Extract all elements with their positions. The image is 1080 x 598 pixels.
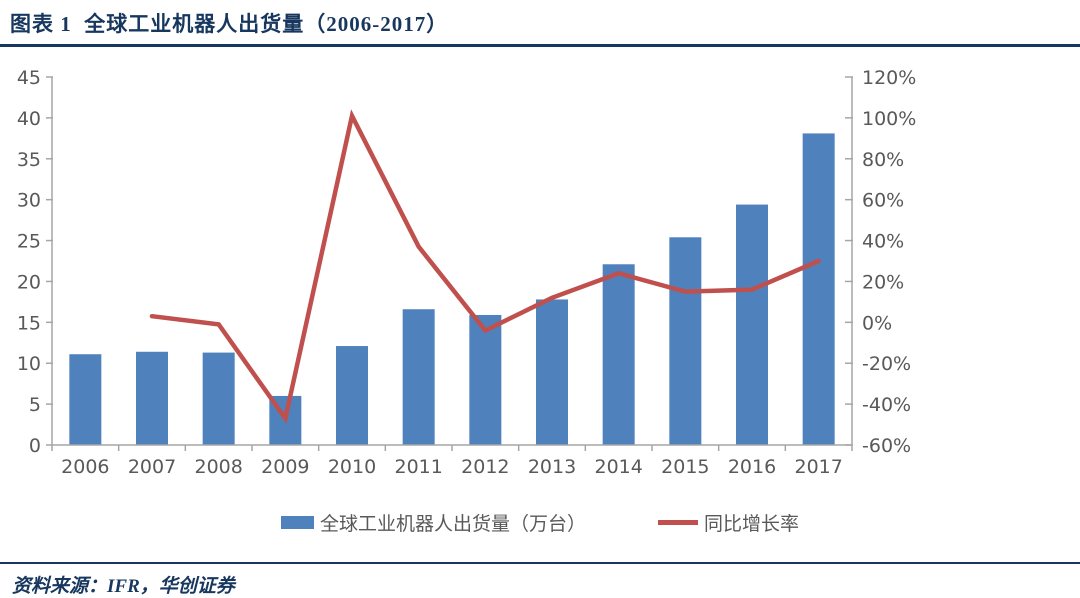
x-axis-label: 2012	[461, 456, 509, 478]
left-axis-label: 0	[29, 435, 41, 457]
bar-2012	[469, 314, 502, 445]
right-axis-label: 60%	[862, 190, 904, 212]
bar-2006	[69, 354, 102, 445]
legend-label-shipments: 全球工业机器人出货量（万台）	[319, 513, 586, 535]
chart-legend: 全球工业机器人出货量（万台） 同比增长率	[0, 508, 1080, 536]
x-axis-label: 2013	[528, 456, 576, 478]
left-axis-label: 25	[17, 231, 41, 253]
right-axis-label: 120%	[862, 67, 916, 89]
right-axis-label: -60%	[862, 435, 911, 457]
bar-2007	[136, 351, 168, 445]
left-axis-label: 5	[29, 394, 41, 416]
footer-rule	[0, 562, 1080, 564]
x-axis-label: 2009	[261, 456, 309, 478]
right-axis-label: 20%	[862, 271, 904, 293]
left-axis-label: 10	[17, 353, 41, 375]
right-axis-label: -20%	[862, 353, 911, 375]
left-axis-label: 40	[17, 108, 41, 130]
growth-rate-line	[149, 109, 821, 424]
figure-footer: 资料来源：IFR，华创证券	[0, 562, 1080, 598]
right-axis-label: 0%	[862, 312, 892, 334]
source-note: 资料来源：IFR，华创证券	[12, 576, 235, 597]
bar-series-swatch	[280, 515, 314, 529]
right-axis-label: -40%	[862, 394, 911, 416]
right-axis-label: 100%	[862, 108, 916, 130]
line-series-swatch	[658, 519, 698, 525]
legend-item-growth: 同比增长率	[658, 509, 799, 536]
chart-area: 0 5 10 15 20 25 30 35 40 45 -60% -40% -20% 0% 20% 40% 60…	[0, 51, 1080, 536]
legend-label-growth: 同比增长率	[704, 513, 800, 535]
left-axis-label: 15	[17, 312, 41, 334]
left-axis-label: 30	[17, 190, 41, 212]
left-axis-label: 45	[17, 67, 41, 89]
bar-2013	[536, 299, 568, 445]
x-axis-label: 2014	[594, 456, 642, 478]
x-axis-label: 2015	[661, 456, 709, 478]
x-axis-label: 2008	[194, 456, 242, 478]
x-axis-label: 2017	[794, 456, 842, 478]
x-axis-label: 2016	[728, 456, 776, 478]
x-axis-label: 2007	[128, 456, 176, 478]
left-axis-label: 20	[17, 271, 41, 293]
legend-item-shipments: 全球工业机器人出货量（万台）	[280, 509, 586, 536]
figure-header: 图表 1 全球工业机器人出货量（2006-2017）	[0, 0, 1080, 47]
bar-2010	[336, 346, 368, 445]
x-axis-label: 2010	[328, 456, 376, 478]
bar-2016	[736, 204, 768, 445]
right-axis-label: 80%	[862, 149, 904, 171]
figure-title: 图表 1 全球工业机器人出货量（2006-2017）	[10, 12, 449, 36]
bar-2008	[202, 352, 235, 445]
x-axis-label: 2006	[61, 456, 109, 478]
title-rule	[0, 44, 1080, 47]
x-axis-label: 2011	[394, 456, 442, 478]
bar-2014	[602, 264, 635, 445]
bar-2011	[402, 309, 435, 445]
bar-2015	[669, 237, 702, 445]
bar-2017	[802, 133, 835, 445]
right-axis-label: 40%	[862, 231, 904, 253]
combo-chart: 0 5 10 15 20 25 30 35 40 45 -60% -40% -20% 0% 20% 40% 60…	[17, 67, 917, 478]
left-axis-label: 35	[17, 149, 41, 171]
